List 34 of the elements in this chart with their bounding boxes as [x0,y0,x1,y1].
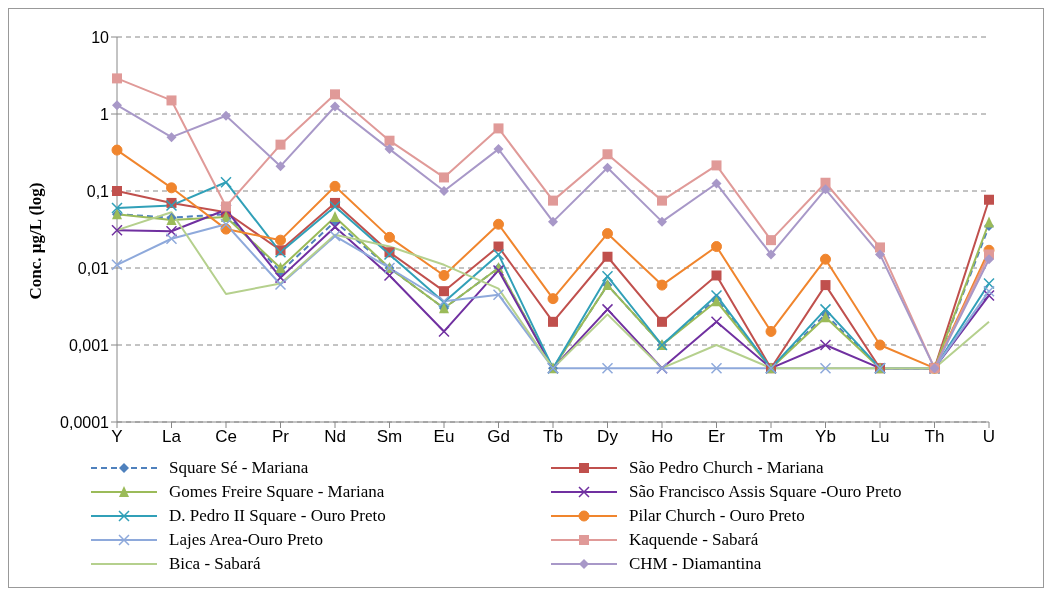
x-tick-label: Tb [543,427,563,447]
x-tick-label: Eu [433,427,455,447]
x-tick-label: Gd [487,427,510,447]
x-tick-label: Y [111,427,123,447]
x-tick-label: Tm [758,427,784,447]
y-axis-title: Conc. µg/L (log) [26,182,46,300]
y-tick-label: 0,01 [77,259,110,277]
legend-label: Kaquende - Sabará [629,530,759,550]
x-tick-label: Yb [815,427,836,447]
y-tick-label: 0,1 [86,182,110,200]
x-tick-label: Th [924,427,945,447]
legend-label: CHM - Diamantina [629,554,762,574]
x-tick-label: La [162,427,182,447]
x-tick-label: Er [708,427,726,447]
legend-label: Pilar Church - Ouro Preto [629,506,805,526]
y-tick-label: 1 [100,105,110,123]
x-tick-label: Nd [324,427,346,447]
legend-label: Bica - Sabará [169,554,261,574]
x-tick-label: Ho [651,427,673,447]
x-tick-label: Dy [597,427,619,447]
legend-label: Gomes Freire Square - Mariana [169,482,385,502]
legend-label: Square Sé - Mariana [169,458,309,478]
x-tick-label: Pr [272,427,290,447]
y-tick-label: 10 [91,28,110,46]
x-tick-label: Ce [215,427,237,447]
legend-label: Lajes Area-Ouro Preto [169,530,323,550]
y-tick-label: 0,0001 [60,413,110,431]
x-tick-label: Sm [376,427,403,447]
legend-label: São Pedro Church - Mariana [629,458,824,478]
y-tick-label: 0,001 [68,336,110,354]
legend-label: D. Pedro II Square - Ouro Preto [169,506,386,526]
legend-label: São Francisco Assis Square -Ouro Preto [629,482,902,502]
x-tick-label: U [982,427,996,447]
x-tick-label: Lu [870,427,890,447]
